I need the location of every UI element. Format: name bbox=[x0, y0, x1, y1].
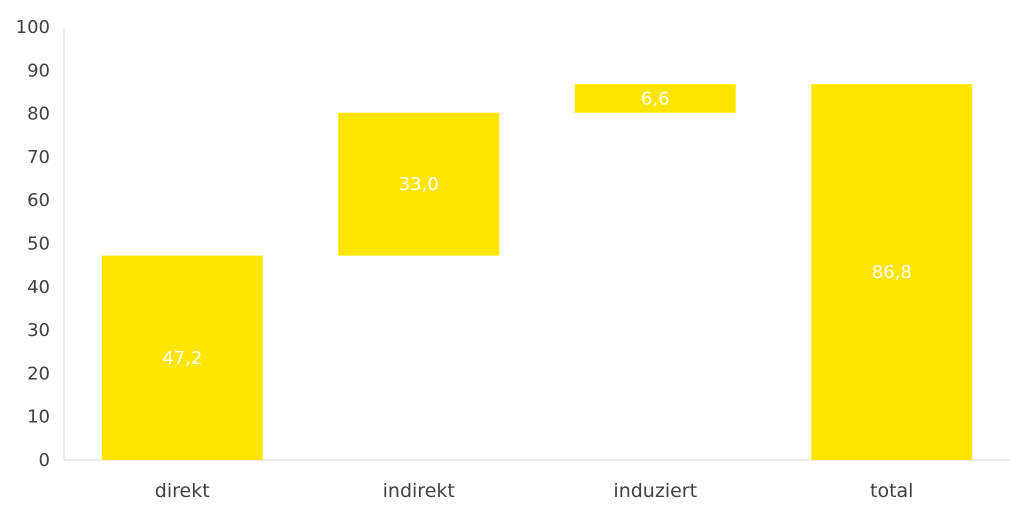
y-axis-ticks: 0 10 20 30 40 50 60 70 80 90 100 bbox=[16, 17, 50, 471]
y-tick-label: 10 bbox=[27, 407, 50, 428]
bar-value-label: 6,6 bbox=[641, 88, 670, 109]
x-axis-category-labels: direkt indirekt induziert total bbox=[155, 480, 914, 502]
bar-total bbox=[811, 84, 973, 460]
y-tick-label: 20 bbox=[27, 363, 50, 384]
y-tick-label: 40 bbox=[27, 277, 50, 298]
bar-value-label: 47,2 bbox=[162, 348, 202, 369]
bar-value-label: 86,8 bbox=[872, 262, 912, 283]
bar-value-labels: 47,2 33,0 6,6 86,8 bbox=[162, 88, 912, 368]
y-tick-label: 70 bbox=[27, 147, 50, 168]
y-tick-label: 60 bbox=[27, 190, 50, 211]
bar-value-label: 33,0 bbox=[399, 174, 439, 195]
x-category-label: direkt bbox=[155, 480, 210, 502]
y-tick-label: 90 bbox=[27, 60, 50, 81]
y-tick-label: 50 bbox=[27, 234, 50, 255]
x-category-label: indirekt bbox=[383, 480, 455, 502]
y-tick-label: 100 bbox=[16, 17, 50, 38]
bar-induziert bbox=[574, 84, 736, 113]
y-tick-label: 30 bbox=[27, 320, 50, 341]
bar-indirekt bbox=[338, 112, 500, 256]
y-tick-label: 80 bbox=[27, 104, 50, 125]
bar-direkt bbox=[101, 255, 263, 460]
x-category-label: total bbox=[870, 480, 913, 502]
y-tick-label: 0 bbox=[39, 450, 50, 471]
bars bbox=[101, 84, 973, 460]
x-category-label: induziert bbox=[613, 480, 697, 502]
